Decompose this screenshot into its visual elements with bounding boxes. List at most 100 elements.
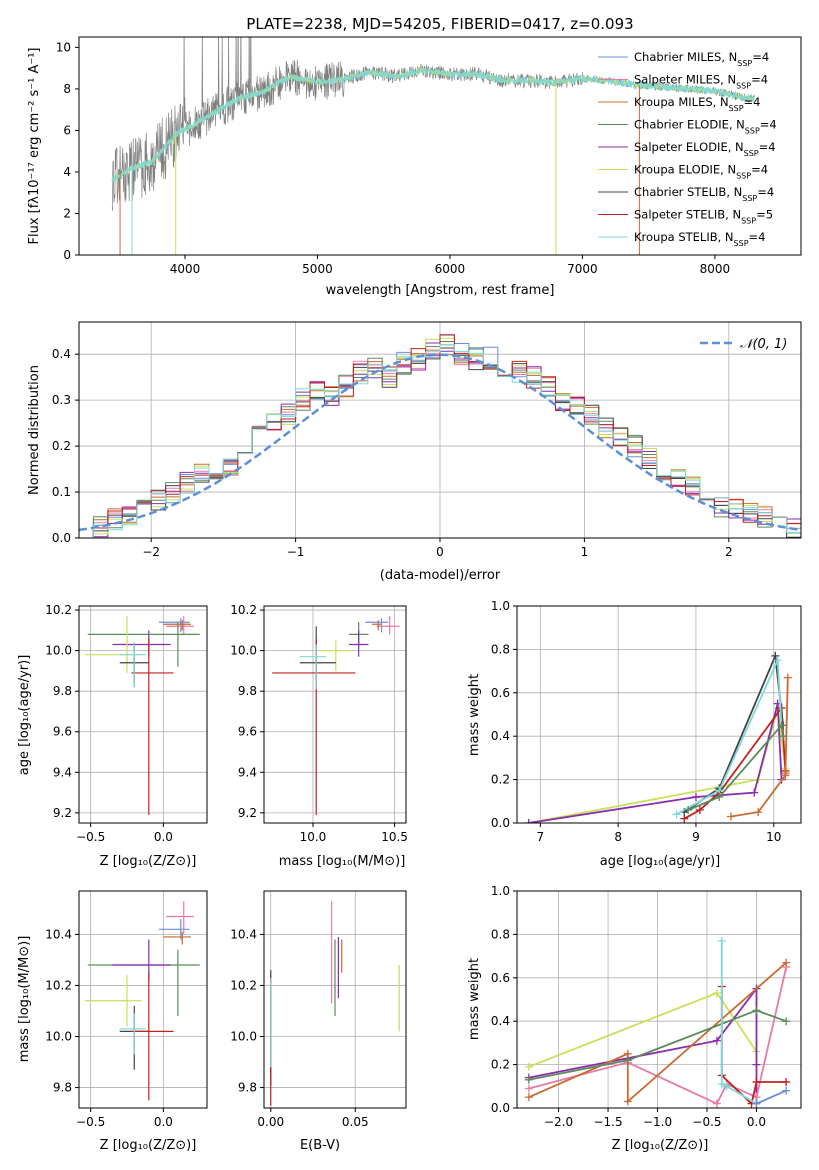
age-vs-Z-errorbar [163, 620, 191, 631]
weight-vs-Z-x-tick-label: −1.5 [593, 1115, 622, 1129]
weight-vs-age-point-marker [524, 819, 533, 823]
spectrum-y-tick-label: 10 [56, 40, 71, 54]
weight-vs-Z-point-marker [623, 1097, 632, 1106]
residuals-y-tick-label: 0.2 [52, 439, 71, 453]
weight-vs-age-point-marker [781, 769, 790, 778]
spectrum-model-line [111, 67, 755, 184]
residuals-legend: 𝒩(0, 1) [700, 337, 787, 352]
weight-vs-Z-point-marker [752, 1060, 761, 1069]
weight-vs-Z-point-marker [712, 988, 721, 997]
age-vs-Z-frame [78, 605, 208, 824]
mass-vs-Z-marks [84, 901, 200, 1101]
age-vs-Z-xlabel: Z [log₁₀(Z/Z⊙)] [100, 854, 197, 869]
age-vs-mass-y-tick-label: 9.4 [238, 765, 257, 779]
weight-vs-Z-series-line [528, 961, 787, 1104]
age-vs-Z-errorbar [119, 642, 146, 688]
weight-vs-age-y-tick-label: 0.2 [491, 773, 510, 787]
spectrum-x-tick-label: 6000 [435, 262, 466, 276]
age-vs-mass-errorbar [272, 638, 356, 815]
spectrum-legend-label: Chabrier ELODIE, NSSP=4 [634, 118, 777, 136]
spectrum-frame [78, 36, 802, 256]
mass-vs-EBV-x-tick-label: 0.00 [257, 1115, 284, 1129]
weight-vs-age-point-marker [750, 788, 759, 797]
mass-vs-Z-panel: −0.5 0.0 9.8 10.0 10.2 10.4 [45, 890, 208, 1129]
mass-vs-Z-errorbar [87, 949, 200, 1017]
spectrum-lines [111, 37, 755, 255]
age-vs-Z-y-tick-label: 9.4 [53, 765, 72, 779]
age-vs-mass-y-tick-label: 10.2 [230, 603, 257, 617]
age-vs-Z-marks [84, 616, 200, 815]
weight-vs-Z-panel: −2.0 −1.5 −1.0 −0.5 0.0 0.0 0.2 0.4 0.6 0.8 1.0 [491, 884, 802, 1129]
weight-vs-age-point-marker [771, 651, 780, 660]
residuals-x-tick-label: 2 [725, 545, 733, 559]
mass-vs-EBV-y-tick-label: 10.2 [230, 978, 257, 992]
residuals-x-ticks: −2 −1 0 1 2 [142, 538, 733, 559]
weight-vs-Z-point-marker [717, 1080, 726, 1089]
age-vs-Z-panel: −0.5 0.0 9.2 9.4 9.6 9.8 10.0 10.2 [45, 603, 208, 844]
weight-vs-age-point-marker [726, 812, 735, 821]
weight-vs-Z-series-line [720, 940, 757, 1105]
weight-vs-age-point-marker [754, 808, 763, 817]
weight-vs-Z-y-tick-label: 0.0 [491, 1101, 510, 1115]
age-vs-Z-x-tick-label: −0.5 [76, 830, 105, 844]
residuals-panel: −2 −1 0 1 2 0.0 0.1 0.2 0.3 0.4 𝒩(0, 1) (data-mo… [27, 321, 802, 583]
weight-vs-age-point-marker [672, 810, 681, 819]
mass-vs-Z-errorbar [159, 919, 190, 940]
weight-vs-age-series-line [528, 703, 783, 823]
weight-vs-Z-x-tick-label: −0.5 [692, 1115, 721, 1129]
age-vs-Z-y-tick-label: 9.2 [53, 806, 72, 820]
age-vs-mass-y-tick-label: 9.8 [238, 684, 257, 698]
weight-vs-Z-point-marker [524, 1075, 533, 1084]
spectrum-legend: Chabrier MILES, NSSP=4 Salpeter MILES, NS… [598, 50, 777, 248]
age-vs-mass-errorbar [365, 618, 389, 633]
residuals-ylabel: Normed distribution [27, 365, 42, 495]
weight-vs-Z-series-line [528, 966, 788, 1105]
spectrum-y-tick-label: 2 [63, 206, 71, 220]
weight-vs-Z-y-tick-label: 0.6 [491, 971, 510, 985]
weight-vs-age-y-tick-label: 1.0 [491, 599, 510, 613]
weight-vs-Z-point-marker [752, 1099, 761, 1108]
mass-vs-Z-errorbar [163, 931, 191, 945]
weight-vs-Z-series-line [756, 1089, 787, 1105]
weight-vs-age-y-tick-label: 0.6 [491, 686, 510, 700]
mass-vs-Z-xlabel: Z [log₁₀(Z/Z⊙)] [100, 1138, 197, 1153]
weight-vs-Z-point-marker [722, 1082, 731, 1091]
spectrum-legend-label: Salpeter ELODIE, NSSP=4 [634, 140, 776, 158]
weight-vs-Z-marks [524, 936, 791, 1108]
spectrum-x-tick-label: 4000 [170, 262, 201, 276]
spectrum-legend-label: Kroupa ELODIE, NSSP=4 [634, 163, 768, 181]
weight-vs-Z-point-marker [782, 1017, 791, 1026]
weight-vs-Z-y-tick-label: 1.0 [491, 884, 510, 898]
age-vs-mass-errorbar [348, 630, 369, 657]
weight-vs-Z-point-marker [623, 1056, 632, 1065]
weight-vs-age-series-line [676, 659, 783, 816]
weight-vs-Z-y-tick-label: 0.2 [491, 1058, 510, 1072]
age-vs-mass-y-tick-label: 9.6 [238, 725, 257, 739]
age-vs-Z-errorbar [87, 622, 200, 667]
weight-vs-age-x-tick-label: 10 [766, 830, 781, 844]
residuals-x-tick-label: −2 [142, 545, 160, 559]
spectrum-y-tick-label: 4 [63, 165, 71, 179]
age-vs-mass-errorbar [376, 616, 400, 635]
weight-vs-age-xlabel: age [log₁₀(age/yr)] [600, 854, 721, 869]
weight-vs-Z-y-tick-label: 0.4 [491, 1014, 510, 1028]
residuals-y-tick-label: 0.1 [52, 485, 71, 499]
figure-title: PLATE=2238, MJD=54205, FIBERID=0417, z=0… [246, 15, 633, 33]
spectrum-legend-label: Kroupa MILES, NSSP=4 [634, 95, 760, 113]
weight-vs-age-point-marker [691, 792, 700, 801]
age-vs-mass-xlabel: mass [log₁₀(M/M⊙)] [279, 854, 406, 869]
weight-vs-Z-point-marker [717, 936, 726, 945]
age-vs-mass-frame [263, 605, 407, 824]
mass-vs-Z-x-tick-label: 0.0 [154, 1115, 173, 1129]
weight-vs-age-y-tick-label: 0.8 [491, 642, 510, 656]
spectrum-x-tick-label: 8000 [700, 262, 731, 276]
residuals-plot-area [78, 334, 802, 539]
weight-vs-age-x-tick-label: 7 [537, 830, 545, 844]
age-vs-Z-y-tick-label: 10.0 [45, 644, 72, 658]
weight-vs-Z-point-marker [782, 1086, 791, 1095]
age-vs-mass-x-tick-label: 10.5 [381, 830, 408, 844]
mass-vs-EBV-y-tick-label: 10.4 [230, 927, 257, 941]
weight-vs-Z-x-tick-label: 0.0 [747, 1115, 766, 1129]
age-vs-Z-ylabel: age [log₁₀(age/yr)] [17, 655, 32, 776]
mass-vs-Z-y-tick-label: 10.4 [45, 927, 72, 941]
